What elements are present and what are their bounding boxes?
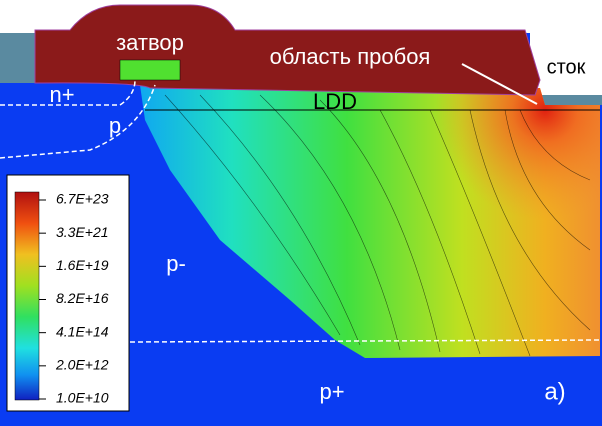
pointer: [461, 63, 538, 105]
region-label: n+: [49, 82, 74, 107]
colorbar-label: 8.2E+16: [56, 290, 109, 306]
colorbar-label: 1.6E+19: [56, 257, 109, 273]
breakdown-label: область пробоя: [270, 44, 431, 69]
colorbar-label: 3.3E+21: [56, 224, 109, 240]
breakdown-hotspot: [140, 85, 600, 358]
region-label: p+: [319, 379, 344, 404]
colorbar-label: 6.7E+23: [56, 191, 109, 207]
panel-label: а): [544, 378, 565, 405]
gate-contact: [119, 59, 181, 81]
region-label: p: [109, 113, 121, 138]
contours: [164, 94, 591, 357]
colorbar-label: 2.0E+12: [55, 357, 109, 373]
oxide: [0, 33, 40, 83]
oxide: [540, 95, 602, 105]
colorbar-label: 1.0E+10: [56, 390, 109, 406]
junction: [0, 84, 156, 159]
drain-label: сток: [547, 56, 586, 78]
colorbar-labels: 6.7E+23 3.3E+21 1.6E+19 8.2E+16 4.1E+14 2.0E+…: [39, 191, 109, 406]
gate-label: затвор: [116, 30, 184, 55]
background: [530, 0, 602, 95]
junction: [129, 339, 601, 343]
junction: [0, 79, 136, 106]
colorbar-label: 4.1E+14: [56, 323, 109, 339]
colorbar: [14, 191, 40, 401]
region-label: LDD: [313, 89, 357, 114]
region-label: p-: [166, 251, 186, 276]
